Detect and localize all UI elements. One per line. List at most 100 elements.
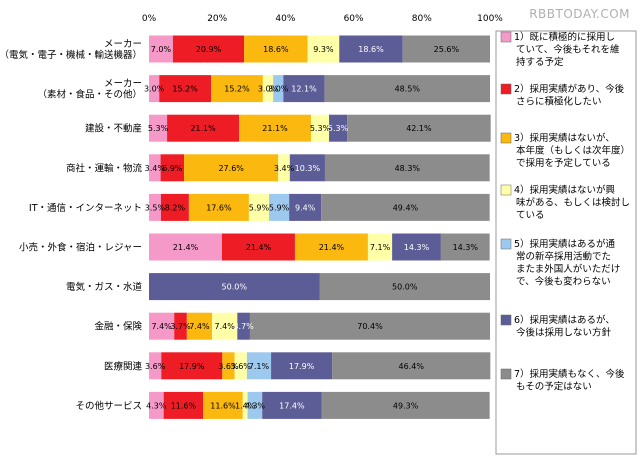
bar-segment [319, 273, 490, 301]
data-label: 21.1% [262, 124, 288, 133]
data-label: 20.9% [196, 45, 222, 54]
data-label: 46.4% [399, 362, 425, 371]
data-label: 3.4% [274, 164, 295, 173]
bar-segment [269, 193, 290, 221]
data-label: 48.3% [395, 164, 421, 173]
category-label: 電気・ガス・水道 [66, 281, 143, 293]
bar-segment [149, 75, 160, 103]
legend-swatch [500, 314, 512, 326]
legend-swatch [500, 368, 512, 380]
category-label: 建設・不動産 [85, 123, 142, 135]
data-label: 4.3% [146, 401, 167, 410]
bar-segment [440, 233, 490, 261]
category-label: IT・通信・インターネット [29, 202, 142, 214]
legend-entry: 7）採用実績もなく、今後もその予定はない [514, 368, 625, 393]
bar-segment [211, 75, 263, 103]
bar-segment [244, 35, 308, 63]
bar-segments [149, 35, 491, 419]
legend-swatch [500, 31, 512, 43]
data-label: 21.4% [246, 243, 272, 252]
bar-segment [271, 352, 333, 380]
data-label: 21.4% [173, 243, 199, 252]
bar-segment [283, 75, 325, 103]
data-label: 17.4% [279, 401, 305, 410]
bar-segment [248, 193, 270, 221]
data-label: 10.3% [295, 164, 321, 173]
bar-segment [392, 233, 441, 261]
data-label: 3.0% [268, 85, 289, 94]
bar-segment [149, 312, 175, 340]
data-label: 7.4% [215, 322, 236, 331]
data-label: 3.7% [233, 322, 254, 331]
data-label: 42.1% [406, 124, 432, 133]
bar-segment [247, 391, 263, 419]
bar-segment [163, 391, 204, 419]
bar-segment [324, 75, 490, 103]
data-labels: 7.0% 20.9% 18.6% 9.3% 18.6% 25.6% 3.0% 15.2% 15.… [144, 45, 478, 410]
x-tick-label: 20% [207, 14, 227, 24]
bar-segment [174, 312, 187, 340]
data-label: 3.0% [144, 85, 165, 94]
bar-segment [294, 233, 368, 261]
bar-segment [310, 114, 330, 142]
bar-segment [289, 154, 325, 182]
data-label: 5.9% [249, 203, 270, 212]
bar-segment [347, 114, 491, 142]
data-label: 9.3% [313, 45, 334, 54]
bar-segment [160, 154, 185, 182]
data-label: 11.6% [171, 401, 197, 410]
data-label: 7.1% [370, 243, 391, 252]
x-tick-label: 0% [142, 14, 157, 24]
bar-segment [167, 114, 240, 142]
bar-segment [149, 273, 320, 301]
x-tick-label: 100% [477, 14, 503, 24]
data-label: 70.4% [357, 322, 383, 331]
data-label: 5.3% [310, 124, 331, 133]
bar-segment [332, 352, 491, 380]
bar-segment [321, 391, 490, 419]
legend: 1）既に積極的に採用していて、今後もそれを維持する予定 2）採用実績があり、今後さ… [495, 30, 637, 455]
data-label: 14.3% [453, 243, 479, 252]
bar-segment [149, 352, 162, 380]
bar-segment [367, 233, 393, 261]
data-label: 3.7% [170, 322, 191, 331]
category-labels: メーカー（電気・電子・機械・輸送機器） メーカー（素材・食品・その他） 建設・不動産… [0, 39, 142, 412]
bar-segment [188, 193, 249, 221]
x-tick-label: 40% [275, 14, 295, 24]
data-label: 8.2% [165, 203, 186, 212]
data-label: 3.6% [231, 362, 252, 371]
bar-segment [289, 193, 322, 221]
legend-entry: 6）採用実績はあるが、今後は採用しない方針 [514, 314, 615, 339]
bar-segment [278, 154, 290, 182]
bar-segment [262, 75, 274, 103]
data-label: 14.3% [404, 243, 430, 252]
data-label: 21.4% [319, 243, 345, 252]
data-label: 15.2% [224, 85, 250, 94]
x-tick-label: 80% [412, 14, 432, 24]
category-label: 商社・運輸・物流 [66, 162, 143, 174]
category-label: 金融・保険 [94, 321, 142, 333]
x-tick-label: 60% [344, 14, 364, 24]
data-label: 6.9% [162, 164, 183, 173]
data-label: 1.4% [235, 401, 256, 410]
data-label: 7.0% [151, 45, 172, 54]
bar-segment [321, 193, 490, 221]
bar-segment [186, 312, 213, 340]
data-label: 18.6% [358, 45, 384, 54]
legend-swatch [500, 132, 512, 144]
data-label: 11.6% [210, 401, 236, 410]
data-label: 3.0% [258, 85, 279, 94]
data-label: 17.9% [289, 362, 315, 371]
category-label: 医療関連 [104, 360, 143, 372]
bar-segment [262, 391, 322, 419]
data-label: 9.4% [295, 203, 316, 212]
bar-segment [307, 35, 340, 63]
bar-segment [184, 154, 279, 182]
bar-segment [160, 193, 189, 221]
bar-segment [237, 312, 250, 340]
bar-segment [234, 352, 247, 380]
bar-segment [239, 114, 311, 142]
bar-segment [339, 35, 403, 63]
legend-entry: 5）採用実績はあるが通常の新卒採用活動でたまたま外国人がいただけで、今後も変わら… [514, 238, 620, 288]
data-label: 25.6% [434, 45, 460, 54]
